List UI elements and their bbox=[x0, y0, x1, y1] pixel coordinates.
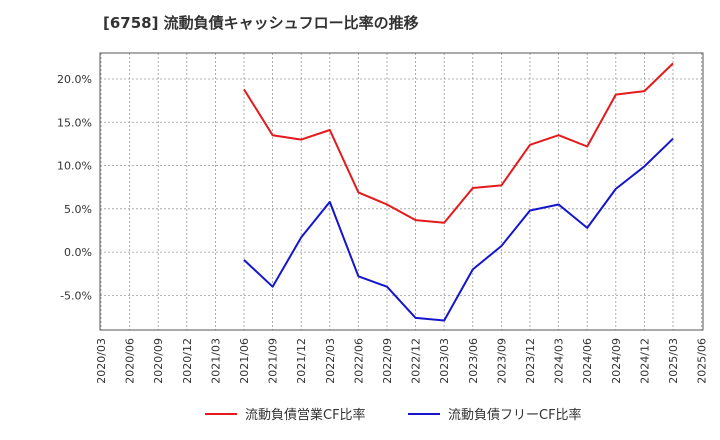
x-tick-label: 2020/03 bbox=[95, 338, 108, 384]
x-tick-label: 2023/03 bbox=[438, 338, 451, 384]
x-tick-label: 2024/09 bbox=[610, 338, 623, 384]
y-tick-label: 0.0% bbox=[64, 246, 92, 259]
x-tick-label: 2022/12 bbox=[410, 338, 423, 384]
x-tick-label: 2024/12 bbox=[638, 338, 651, 384]
series-line-2 bbox=[243, 137, 674, 322]
y-axis-tick-labels: 20.0% 15.0% 10.0% 5.0% 0.0% -5.0% bbox=[57, 73, 92, 302]
y-tick-label: 5.0% bbox=[64, 203, 92, 216]
x-tick-label: 2024/06 bbox=[581, 338, 594, 384]
x-tick-label: 2021/12 bbox=[295, 338, 308, 384]
legend: 流動負債営業CF比率 流動負債フリーCF比率 bbox=[205, 407, 582, 423]
y-tick-label: 15.0% bbox=[57, 116, 92, 129]
x-tick-label: 2020/12 bbox=[181, 338, 194, 384]
grid-lines bbox=[100, 53, 703, 330]
y-tick-label: 10.0% bbox=[57, 160, 92, 173]
x-tick-label: 2022/06 bbox=[352, 338, 365, 384]
x-tick-label: 2020/09 bbox=[152, 338, 165, 384]
plot-frame bbox=[99, 52, 704, 331]
x-tick-label: 2024/03 bbox=[553, 338, 566, 384]
y-tick-label: 20.0% bbox=[57, 73, 92, 86]
x-tick-label: 2021/03 bbox=[209, 338, 222, 384]
x-tick-label: 2023/06 bbox=[467, 338, 480, 384]
x-tick-label: 2023/12 bbox=[524, 338, 537, 384]
x-tick-label: 2022/09 bbox=[381, 338, 394, 384]
legend-label-2: 流動負債フリーCF比率 bbox=[448, 407, 582, 423]
x-tick-label: 2021/06 bbox=[238, 338, 251, 384]
x-tick-label: 2025/03 bbox=[667, 338, 680, 384]
series-lines bbox=[243, 62, 674, 322]
x-axis-tick-labels: 2020/03 2020/06 2020/09 2020/12 2021/03 2021/… bbox=[95, 338, 709, 384]
y-tick-label: -5.0% bbox=[60, 289, 92, 302]
x-tick-label: 2022/03 bbox=[324, 338, 337, 384]
x-tick-label: 2025/06 bbox=[696, 338, 709, 384]
x-tick-label: 2021/09 bbox=[267, 338, 280, 384]
series-line-1 bbox=[243, 62, 674, 224]
legend-label-1: 流動負債営業CF比率 bbox=[245, 407, 366, 423]
chart-title: [6758] 流動負債キャッシュフロー比率の推移 bbox=[103, 14, 419, 32]
x-tick-label: 2023/09 bbox=[495, 338, 508, 384]
x-tick-label: 2020/06 bbox=[124, 338, 137, 384]
